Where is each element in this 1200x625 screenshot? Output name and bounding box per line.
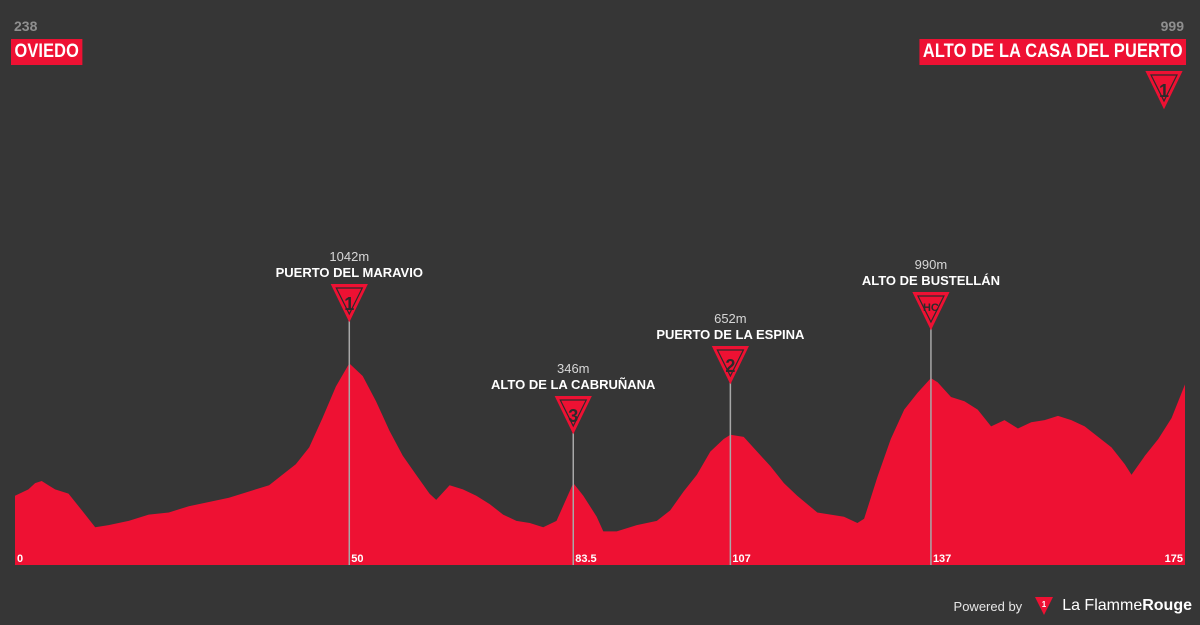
category-triangle [912, 292, 950, 331]
climb-height-label: 652m [714, 311, 747, 326]
climb-category-marker: 3 [554, 396, 592, 435]
brand-name-bold: Rouge [1142, 597, 1192, 614]
category-triangle [1145, 71, 1183, 110]
finish-category-marker: 1 [1145, 71, 1183, 110]
logo-mark-text: 1 [1042, 600, 1047, 609]
climb-category-marker: 2 [711, 346, 749, 385]
finish-location-label: ALTO DE LA CASA DEL PUERTO [919, 39, 1186, 65]
brand-name-light: La Flamme [1062, 597, 1143, 614]
category-triangle [711, 346, 749, 385]
category-triangle-inner [335, 287, 364, 316]
climb-name-label: ALTO DE LA CABRUÑANA [491, 377, 656, 392]
climb-category-text: 1 [1159, 81, 1169, 101]
climb-category-text: 2 [725, 356, 735, 376]
climb-name-label: PUERTO DEL MARAVIO [276, 265, 423, 280]
category-triangle [554, 396, 592, 435]
category-triangle-inner [716, 349, 745, 378]
start-location-label: OVIEDO [11, 39, 83, 65]
elevation-profile-area [15, 363, 1185, 565]
powered-by-text: Powered by [953, 598, 1023, 614]
x-tick-label: 175 [1165, 553, 1183, 565]
x-tick-label: 50 [351, 553, 363, 565]
climb-category-text: 1 [344, 294, 354, 314]
flamme-rouge-logo-icon: 1 [1035, 597, 1054, 615]
category-triangle [330, 284, 368, 323]
climb-height-label: 990m [915, 257, 948, 272]
climb-name-label: ALTO DE BUSTELLÁN [862, 273, 1000, 288]
x-tick-label: 107 [732, 553, 750, 565]
climb-category-text: 3 [568, 406, 578, 426]
category-triangle-inner [559, 399, 588, 428]
climb-name-label: PUERTO DE LA ESPINA [656, 327, 805, 342]
climb-height-label: 346m [557, 361, 590, 376]
footer-credit: Powered by 1 La FlammeRouge [954, 595, 1192, 617]
climb-category-marker: HC [912, 292, 950, 331]
x-tick-label: 0 [17, 553, 23, 565]
start-altitude: 238 [14, 18, 38, 34]
category-triangle-inner [916, 295, 945, 324]
x-tick-label: 137 [933, 553, 951, 565]
category-triangle-inner [1150, 74, 1178, 103]
climb-category-text: HC [923, 302, 939, 314]
climb-height-label: 1042m [329, 249, 369, 264]
climb-category-marker: 1 [330, 284, 368, 323]
x-tick-label: 83.5 [575, 553, 596, 565]
brand-name: La FlammeRouge [1062, 597, 1192, 615]
finish-altitude: 999 [1160, 18, 1184, 34]
